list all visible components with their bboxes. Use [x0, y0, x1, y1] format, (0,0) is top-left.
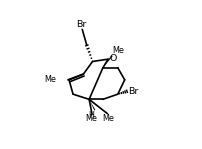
Text: Me: Me — [44, 75, 56, 84]
Polygon shape — [102, 55, 112, 68]
Text: O: O — [109, 54, 116, 63]
Text: Br: Br — [76, 20, 86, 29]
Text: Me: Me — [85, 114, 97, 123]
Polygon shape — [89, 99, 95, 111]
Text: Me: Me — [102, 114, 114, 123]
Text: H: H — [88, 111, 94, 120]
Text: Br: Br — [127, 87, 138, 96]
Text: Me: Me — [112, 46, 124, 55]
